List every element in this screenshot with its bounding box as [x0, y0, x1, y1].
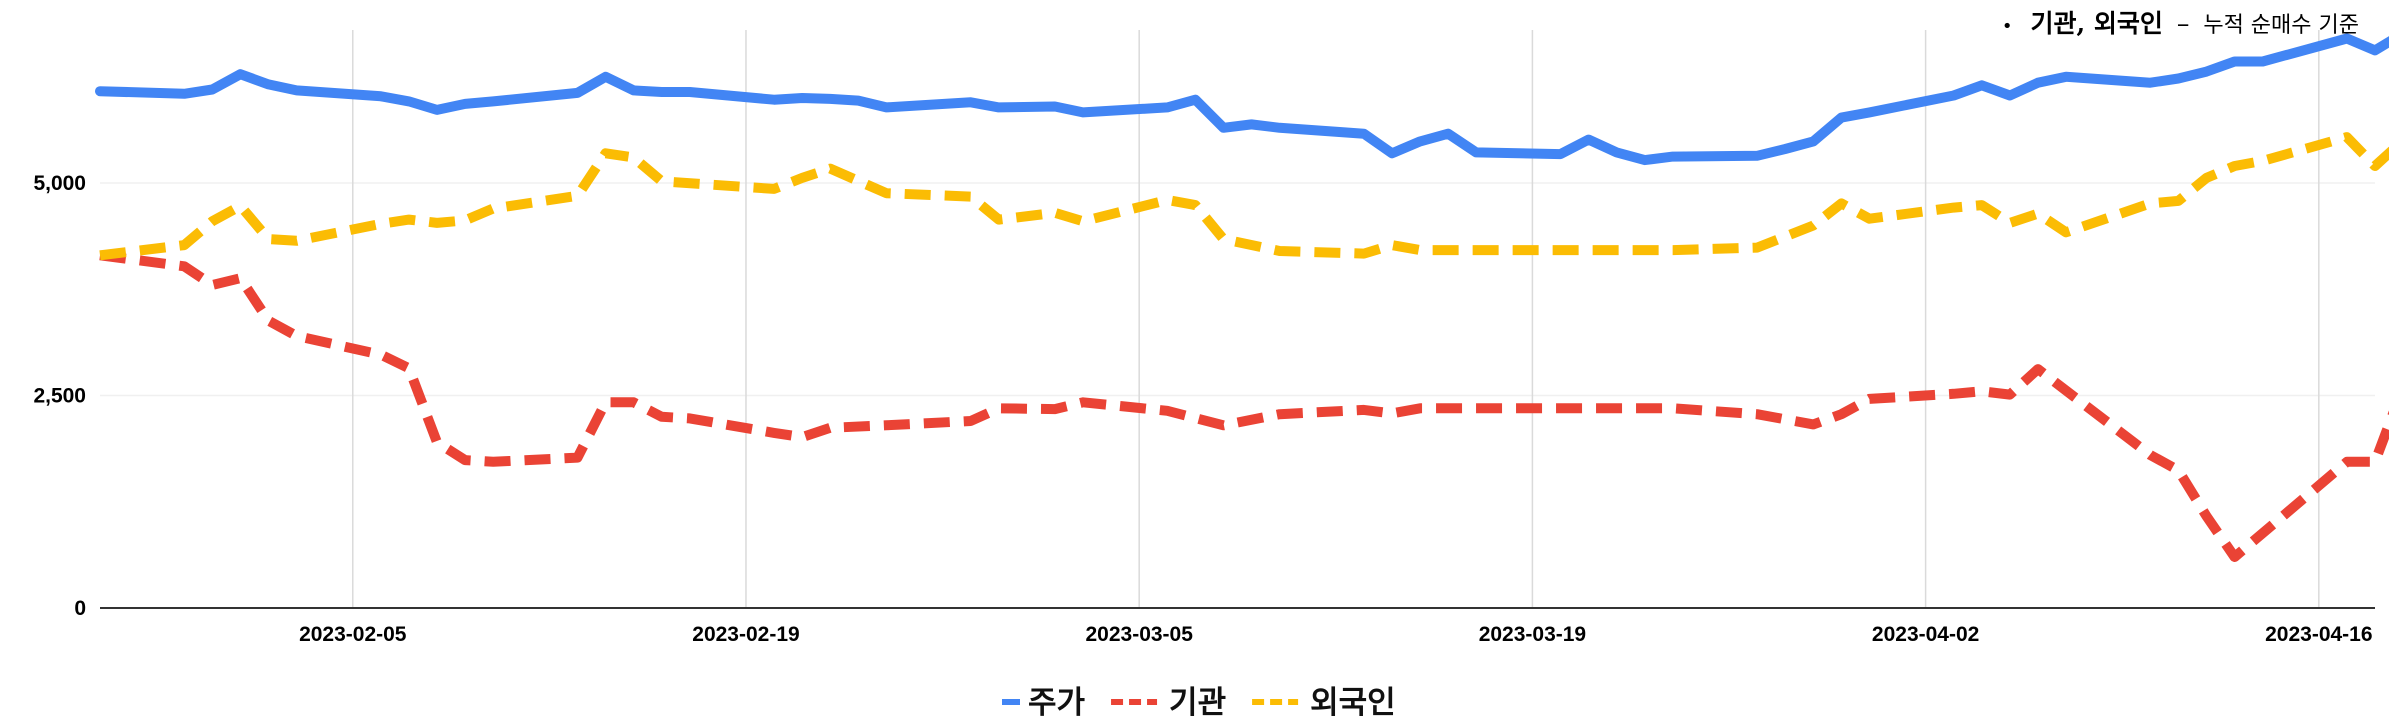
y-tick-label: 5,000	[33, 172, 86, 195]
x-tick-label: 2023-02-05	[299, 623, 407, 646]
legend-item-1: 주가	[1002, 685, 1086, 721]
x-tick-label: 2023-04-02	[1872, 623, 1979, 646]
chart-legend: 주가 기관 외국인	[1002, 685, 1396, 721]
x-tick-label: 2023-02-19	[692, 623, 799, 646]
x-tick-label: 2023-04-16	[2265, 623, 2372, 646]
legend-label: 기관	[1169, 685, 1226, 721]
x-tick-label: 2023-03-19	[1479, 623, 1586, 646]
x-axis-ticks: 2023-02-05 2023-02-19 2023-03-05 2023-03-19…	[299, 623, 2372, 646]
chart-grid	[100, 30, 2375, 608]
bullet-icon: •	[2001, 16, 2013, 37]
chart-series	[95, 33, 2389, 562]
series-line-3	[99, 132, 2389, 261]
legend-item-3: 외국인	[1252, 685, 1396, 721]
x-tick-label: 2023-03-05	[1085, 623, 1193, 646]
annotation-emphasis: 기관, 외국인	[2030, 9, 2163, 38]
y-tick-label: 0	[74, 597, 86, 620]
series-line-1	[95, 33, 2389, 166]
legend-label: 외국인	[1310, 685, 1396, 721]
y-axis-ticks: 0 2,500 5,000	[33, 172, 86, 620]
annotation-separator: –	[2176, 9, 2190, 38]
legend-label: 주가	[1028, 685, 1086, 721]
legend-item-2: 기관	[1111, 685, 1226, 721]
y-tick-label: 2,500	[33, 385, 86, 408]
series-line-2	[99, 250, 2389, 562]
chart-annotation: • 기관, 외국인 – 누적 순매수 기준	[2002, 4, 2359, 40]
annotation-detail: 누적 순매수 기준	[2203, 13, 2359, 38]
